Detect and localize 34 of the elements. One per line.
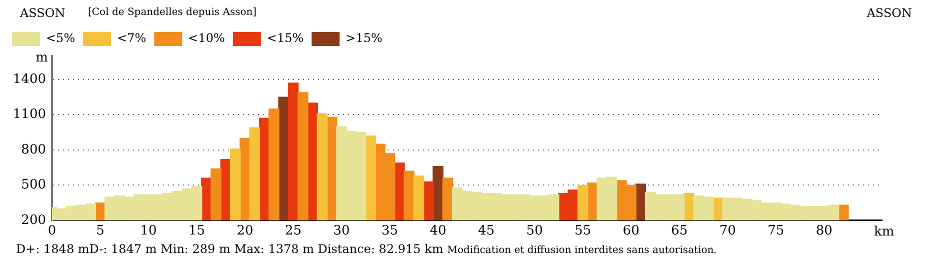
x-tick-label: 65 [671, 224, 688, 239]
x-tick-label: 70 [719, 224, 736, 239]
legend-label: >15% [346, 31, 382, 46]
x-tick-label: 45 [478, 224, 495, 239]
x-tick-label: 75 [768, 224, 784, 239]
x-tick-label: 35 [382, 224, 398, 239]
x-tick-label: 0 [48, 224, 56, 239]
legend-label: <15% [266, 31, 304, 46]
x-tick-label: 20 [236, 224, 254, 239]
x-tick-label: 80 [816, 224, 832, 239]
x-tick-label: 30 [333, 224, 350, 239]
x-tick-label: 5 [96, 224, 104, 239]
x-tick-label: 40 [430, 224, 446, 239]
text: ASSON [20, 6, 66, 20]
legend-label: <7% [117, 31, 146, 46]
x-tick-label: 10 [140, 224, 157, 239]
x-tick-label: 50 [526, 224, 543, 239]
x-axis-title: km [874, 224, 894, 240]
legend-label: <5% [46, 31, 76, 46]
y-tick-label: 500 [21, 178, 46, 193]
y-tick-label: 800 [21, 142, 46, 158]
y-axis-title: m [36, 50, 48, 66]
text: D+: 1848 mD-: 1847 m Min: 289 m Max: 1378 m Distance: 82.915 km [16, 242, 444, 256]
x-tick-label: 15 [188, 224, 206, 239]
y-tick-label: 200 [21, 212, 46, 228]
y-tick-label: 1100 [12, 107, 46, 122]
chart-title: [Col de Spandelles depuis Asson] [88, 7, 257, 18]
y-tick-label: 1400 [12, 72, 46, 87]
text: ASSON [866, 6, 912, 20]
x-tick-label: 25 [285, 224, 302, 239]
x-tick-label: 55 [574, 224, 592, 239]
legend-label: <10% [188, 31, 225, 46]
x-tick-label: 60 [622, 224, 640, 239]
text: Modification et diffusion interdites sans autorisation. [447, 245, 717, 256]
